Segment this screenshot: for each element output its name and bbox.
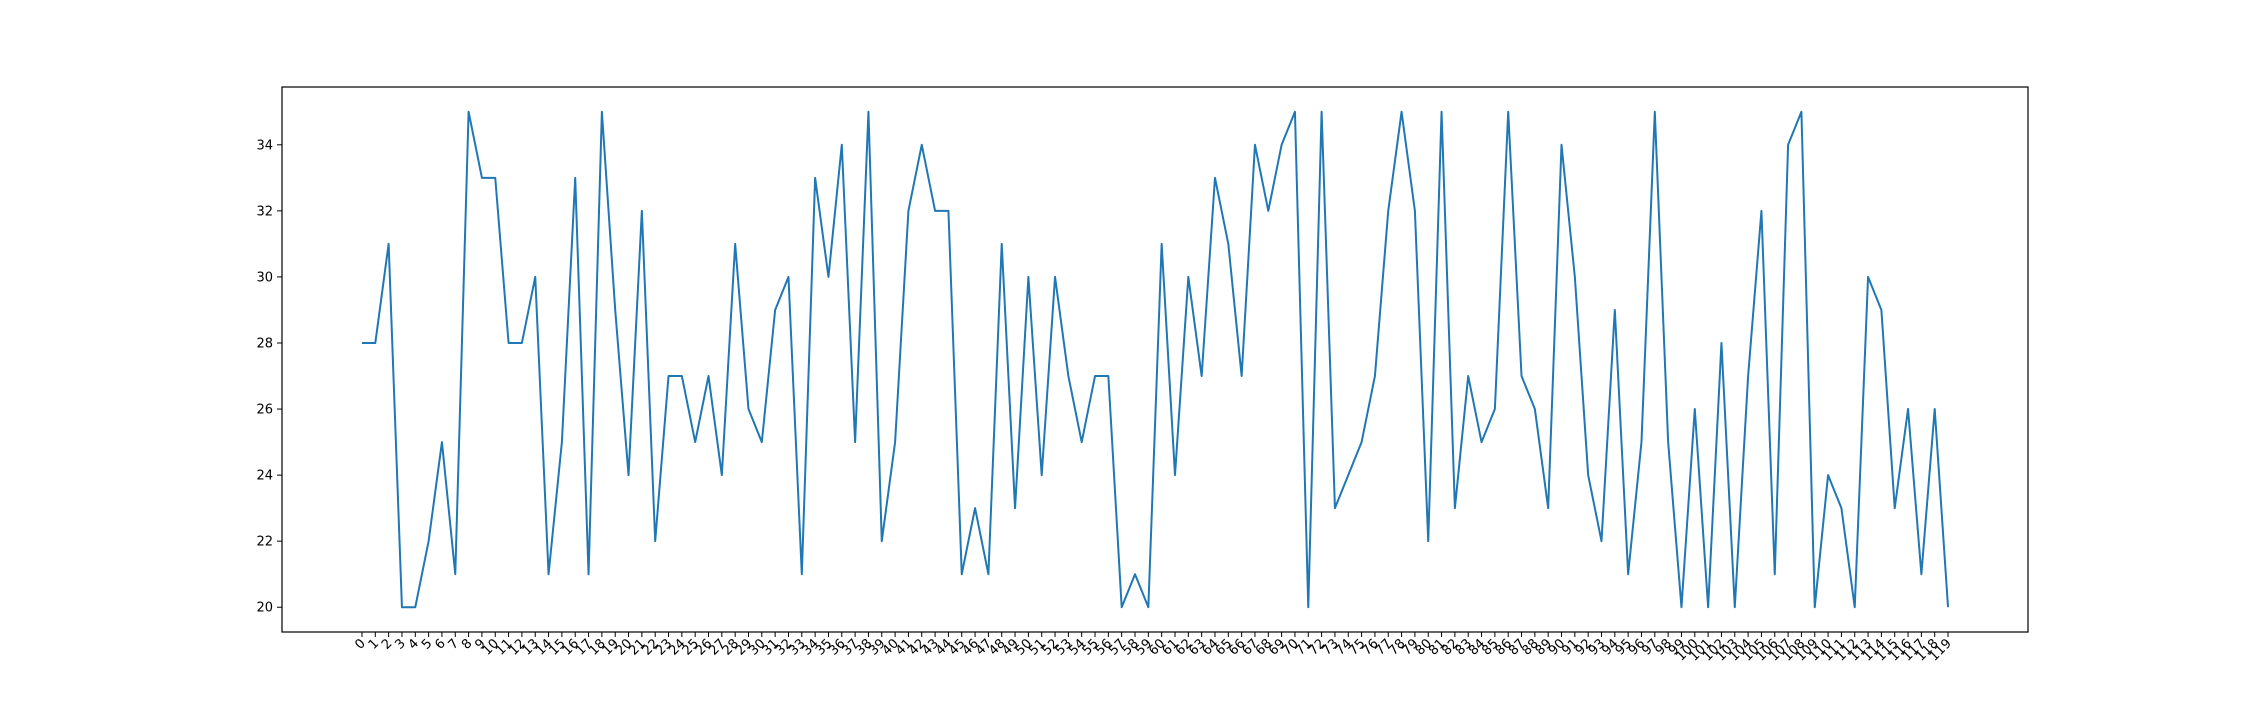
axes-frame [281,86,2029,633]
y-tick-label: 34 [256,138,273,153]
y-axis: 20 22 24 26 28 30 32 34 [256,138,282,616]
y-tick-label: 24 [256,469,273,484]
y-tick-label: 22 [256,535,273,550]
y-tick-label: 32 [256,204,273,219]
y-tick-label: 26 [256,403,273,418]
series-line-0 [361,110,1950,609]
y-tick-label: 30 [256,270,273,285]
y-tick-label: 28 [256,336,273,351]
y-tick-label: 20 [256,601,273,616]
series-layer [361,110,1950,609]
